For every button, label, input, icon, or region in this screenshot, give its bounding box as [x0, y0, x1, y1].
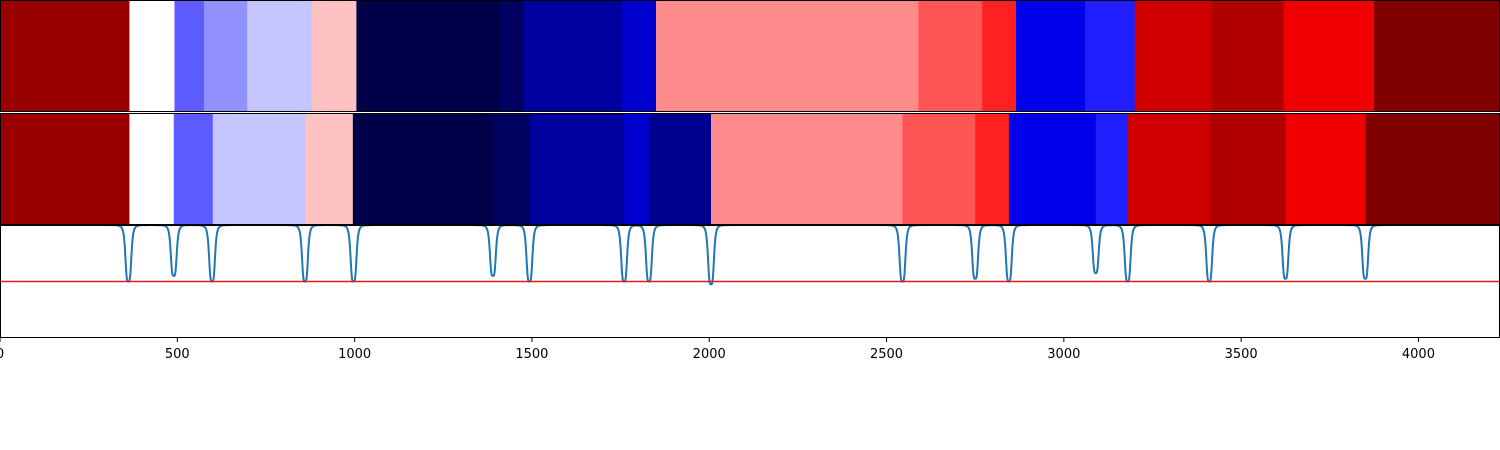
- heatmap-segment: [656, 0, 919, 112]
- x-tick-label: 500: [165, 347, 190, 362]
- heatmap-segment: [352, 113, 494, 225]
- heatmap-segment: [1365, 113, 1500, 225]
- heatmap-segment: [1210, 0, 1285, 112]
- heatmap-segment: [902, 113, 976, 225]
- heatmap-segment: [918, 0, 983, 112]
- x-tick-label: 2000: [693, 347, 726, 362]
- heatmap-segment: [1095, 113, 1129, 225]
- heatmap-segment: [1134, 0, 1212, 112]
- heatmap-segment: [1285, 113, 1366, 225]
- x-tick-label: 0: [0, 347, 4, 362]
- heatmap-segment: [975, 113, 1010, 225]
- heatmap-segment: [710, 113, 903, 225]
- heatmap-segment: [311, 0, 357, 112]
- x-tick-label: 1000: [338, 347, 371, 362]
- heatmap-segment: [523, 0, 623, 112]
- heatmap-segment: [129, 0, 175, 112]
- heatmap-segment: [1085, 0, 1136, 112]
- x-tick-label: 4000: [1402, 347, 1435, 362]
- heatmap-segment: [530, 113, 625, 225]
- heatmap-segment: [304, 113, 354, 225]
- heatmap-segment: [1283, 0, 1375, 112]
- heatmap-segment: [129, 113, 175, 225]
- x-tick-label: 1500: [515, 347, 548, 362]
- heatmap-segment: [622, 0, 657, 112]
- heatmap-row-top: [0, 0, 1500, 112]
- heatmap-segment: [1374, 0, 1500, 112]
- heatmap-segment: [1209, 113, 1286, 225]
- x-tick-label: 3000: [1047, 347, 1080, 362]
- heatmap-segment: [624, 113, 650, 225]
- heatmap-row-bottom: [0, 113, 1500, 225]
- heatmap-segment: [212, 113, 306, 225]
- heatmap-segment: [982, 0, 1017, 112]
- x-tick-label: 2500: [870, 347, 903, 362]
- heatmap-segment: [492, 113, 531, 225]
- heatmap-segment: [356, 0, 501, 112]
- signal-panel: [0, 224, 1500, 338]
- heatmap-segment: [0, 113, 130, 225]
- heatmap-segment: [174, 0, 205, 112]
- heatmap-segment: [0, 0, 130, 112]
- heatmap-segment: [648, 113, 712, 225]
- x-tick-label: 3500: [1225, 347, 1258, 362]
- heatmap-segment: [1008, 113, 1097, 225]
- heatmap-segment: [247, 0, 312, 112]
- heatmap-segment: [173, 113, 214, 225]
- heatmap-segment: [1127, 113, 1210, 225]
- heatmap-segment: [203, 0, 248, 112]
- heatmap-segment: [500, 0, 524, 112]
- x-axis: 0 500 1000 1500 2000 2500 3000 3500 4000: [0, 338, 1435, 362]
- heatmap-segment: [1015, 0, 1086, 112]
